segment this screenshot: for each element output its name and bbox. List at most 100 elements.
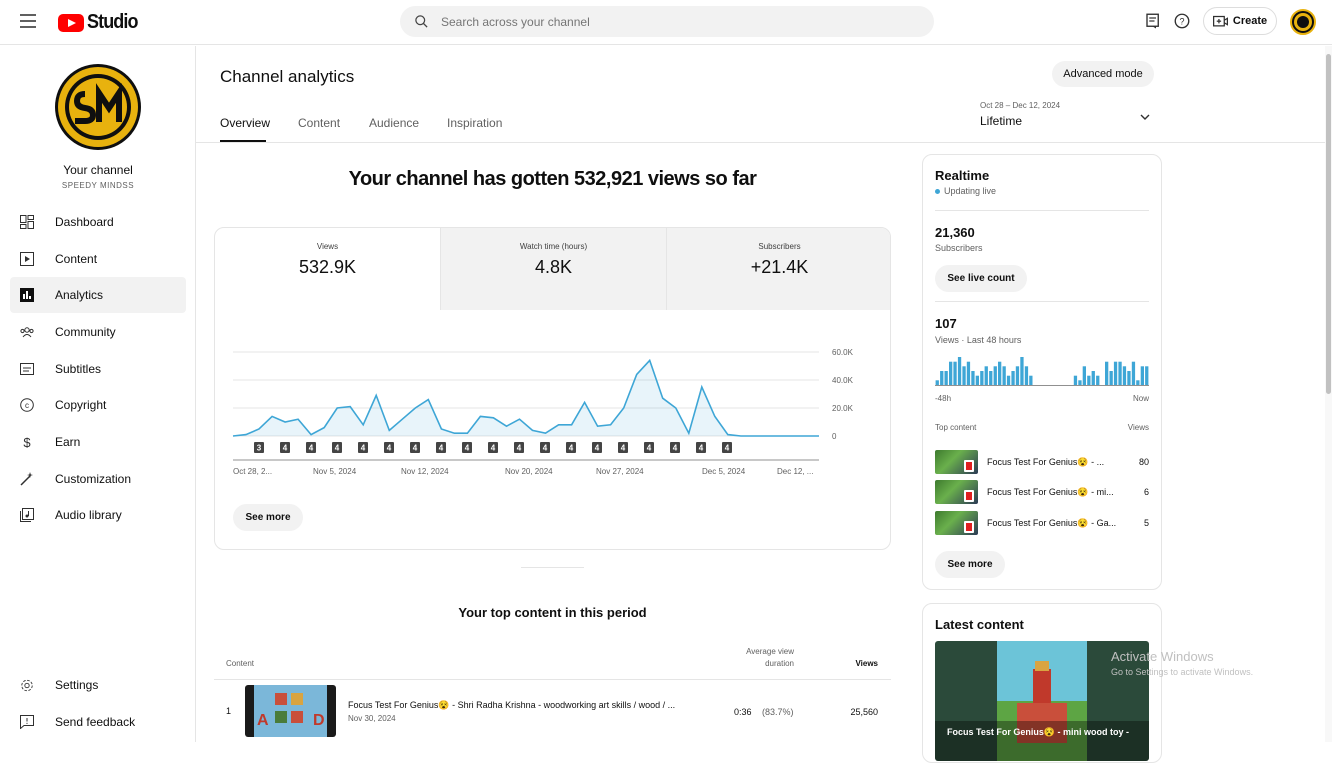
see-more-button[interactable]: See more <box>233 504 303 531</box>
video-upload-marker[interactable] <box>488 442 498 453</box>
realtime-views-chart[interactable] <box>935 355 1149 387</box>
account-avatar[interactable] <box>1290 9 1316 35</box>
video-upload-marker[interactable] <box>540 442 550 453</box>
video-upload-marker[interactable] <box>696 442 706 453</box>
video-upload-marker[interactable] <box>592 442 602 453</box>
video-upload-marker[interactable] <box>722 442 732 453</box>
sidebar-item-community[interactable]: Community <box>10 314 186 350</box>
video-upload-marker[interactable] <box>670 442 680 453</box>
channel-avatar[interactable] <box>55 64 141 150</box>
scrollbar[interactable] <box>1325 46 1332 742</box>
realtime-bar[interactable] <box>1002 366 1006 385</box>
realtime-bar[interactable] <box>975 375 979 385</box>
realtime-bar[interactable] <box>966 361 971 385</box>
feedback-message-icon[interactable] <box>1144 12 1162 30</box>
realtime-bar[interactable] <box>998 361 1002 385</box>
date-range-label[interactable]: Oct 28 – Dec 12, 2024 <box>980 101 1061 110</box>
see-live-count-button[interactable]: See live count <box>935 265 1027 292</box>
search-input[interactable] <box>441 14 861 29</box>
sidebar-item-customization[interactable]: Customization <box>10 461 186 497</box>
create-button[interactable]: Create <box>1203 7 1277 35</box>
realtime-bar[interactable] <box>1073 375 1078 385</box>
realtime-bar[interactable] <box>944 371 948 385</box>
realtime-bar[interactable] <box>1145 366 1149 385</box>
sidebar-item-send-feedback[interactable]: Send feedback <box>10 704 186 740</box>
column-header-views[interactable]: Views <box>855 659 878 668</box>
list-item[interactable]: Focus Test For Genius😵 - Ga... 5 <box>923 511 1161 537</box>
tab-content[interactable]: Content <box>298 116 341 130</box>
realtime-bar[interactable] <box>949 361 953 385</box>
sidebar-item-copyright[interactable]: c Copyright <box>10 387 186 423</box>
video-upload-marker[interactable] <box>358 442 368 453</box>
date-range-value[interactable]: Lifetime <box>980 114 1023 128</box>
realtime-bar[interactable] <box>1122 366 1127 385</box>
realtime-bar[interactable] <box>1006 375 1011 385</box>
video-upload-marker[interactable] <box>384 442 394 453</box>
realtime-bar[interactable] <box>971 371 975 385</box>
realtime-bar[interactable] <box>1127 371 1131 385</box>
sidebar-item-audio-library[interactable]: Audio library <box>10 497 186 533</box>
menu-icon[interactable] <box>20 14 36 28</box>
video-upload-marker[interactable] <box>410 442 420 453</box>
video-upload-marker[interactable] <box>332 442 342 453</box>
sidebar-item-settings[interactable]: Settings <box>10 667 186 703</box>
realtime-bar[interactable] <box>1109 371 1113 385</box>
realtime-bar[interactable] <box>957 357 962 385</box>
realtime-bar[interactable] <box>1078 380 1082 385</box>
realtime-bar[interactable] <box>993 366 997 385</box>
realtime-bar[interactable] <box>953 361 957 385</box>
tab-overview[interactable]: Overview <box>220 116 271 130</box>
realtime-bar[interactable] <box>1020 357 1024 385</box>
video-upload-marker[interactable] <box>280 442 290 453</box>
sidebar-item-content[interactable]: Content <box>10 241 186 277</box>
realtime-bar[interactable] <box>1140 366 1144 385</box>
video-upload-marker[interactable] <box>514 442 524 453</box>
sidebar-item-dashboard[interactable]: Dashboard <box>10 204 186 240</box>
realtime-bar[interactable] <box>1087 375 1091 385</box>
sidebar-item-earn[interactable]: $ Earn <box>10 424 186 460</box>
realtime-bar[interactable] <box>1082 366 1086 385</box>
realtime-bar[interactable] <box>1136 380 1140 385</box>
video-upload-marker[interactable] <box>436 442 446 453</box>
realtime-bar[interactable] <box>1024 366 1029 385</box>
realtime-bar[interactable] <box>989 371 993 385</box>
video-upload-marker[interactable] <box>566 442 576 453</box>
studio-logo[interactable]: Studio <box>58 11 143 34</box>
sidebar-item-subtitles[interactable]: Subtitles <box>10 351 186 387</box>
advanced-mode-button[interactable]: Advanced mode <box>1052 61 1154 87</box>
realtime-bar[interactable] <box>940 371 944 385</box>
list-item[interactable]: Focus Test For Genius😵 - mi... 6 <box>923 480 1161 506</box>
tab-inspiration[interactable]: Inspiration <box>447 116 503 130</box>
scrollbar-thumb[interactable] <box>1326 54 1331 394</box>
chevron-down-icon[interactable] <box>1140 110 1150 124</box>
sidebar-item-analytics[interactable]: Analytics <box>10 277 186 313</box>
realtime-bar[interactable] <box>1091 371 1095 385</box>
metric-tab-watch-time[interactable]: Watch time (hours) 4.8K <box>441 228 666 310</box>
video-upload-marker[interactable] <box>462 442 472 453</box>
video-upload-marker[interactable] <box>306 442 316 453</box>
realtime-see-more-button[interactable]: See more <box>935 551 1005 578</box>
realtime-bar[interactable] <box>1131 361 1136 385</box>
video-upload-marker[interactable] <box>254 442 264 453</box>
realtime-bar[interactable] <box>1113 361 1118 385</box>
video-upload-marker[interactable] <box>618 442 628 453</box>
realtime-bar[interactable] <box>984 366 988 385</box>
realtime-bar[interactable] <box>1118 361 1122 385</box>
video-upload-marker[interactable] <box>644 442 654 453</box>
list-item[interactable]: Focus Test For Genius😵 - ... 80 <box>923 450 1161 476</box>
tab-audience[interactable]: Audience <box>369 116 420 130</box>
metric-tab-views[interactable]: Views 532.9K <box>215 228 440 310</box>
help-icon[interactable]: ? <box>1173 12 1191 30</box>
realtime-bar[interactable] <box>935 380 939 385</box>
metric-tab-subscribers[interactable]: Subscribers +21.4K <box>666 228 890 310</box>
realtime-bar[interactable] <box>962 366 966 385</box>
realtime-bar[interactable] <box>1105 361 1109 385</box>
search-bar[interactable] <box>400 6 934 37</box>
views-chart[interactable]: 60.0K 40.0K 20.0K 0 3 4 4 4 4 4 4 4 4 4 4 4 4 4 4 4 4 4 4 Oct 2… <box>215 328 891 488</box>
realtime-bar[interactable] <box>980 371 984 385</box>
realtime-bar[interactable] <box>1015 366 1020 385</box>
realtime-bar[interactable] <box>1096 375 1100 385</box>
row-video-title[interactable]: Focus Test For Genius😵 - Shri Radha Kris… <box>348 700 676 710</box>
